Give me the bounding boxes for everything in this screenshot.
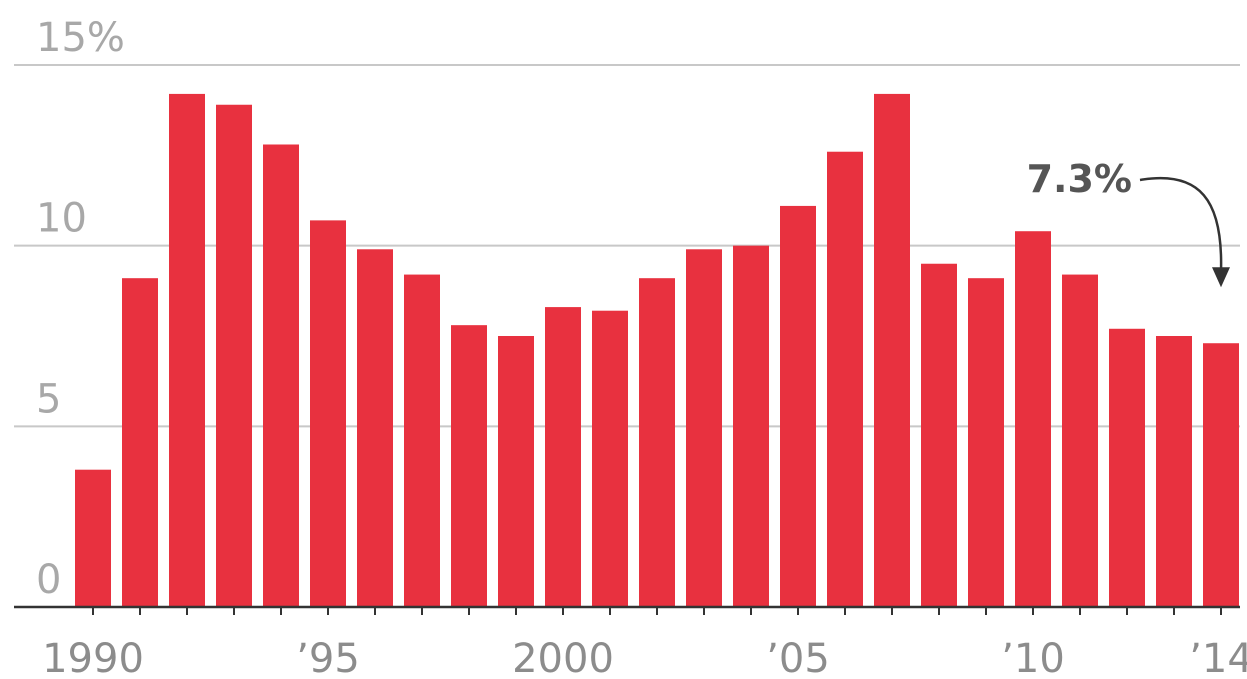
bar-1995 bbox=[310, 220, 346, 607]
bar-2012 bbox=[1109, 328, 1145, 607]
y-tick-label: 15% bbox=[36, 15, 125, 61]
bars bbox=[75, 93, 1239, 608]
bar-2014 bbox=[1203, 343, 1239, 607]
annotation-label: 7.3% bbox=[1027, 157, 1132, 201]
y-tick-label: 0 bbox=[36, 557, 61, 603]
bar-2005 bbox=[780, 205, 816, 608]
bar-1996 bbox=[357, 249, 393, 607]
x-tick-label: ’95 bbox=[296, 636, 360, 679]
bar-2013 bbox=[1156, 336, 1192, 607]
axis-labels: 0 5 10 15% 1990 ’95 2000 ’05 ’10 ’14 bbox=[36, 15, 1247, 679]
x-tick-label: 2000 bbox=[512, 636, 614, 679]
bar-2002 bbox=[639, 278, 675, 607]
bar-1990 bbox=[75, 469, 111, 607]
x-tick-label: ’14 bbox=[1189, 636, 1247, 679]
bar-2003 bbox=[686, 249, 722, 607]
bar-2000 bbox=[545, 307, 581, 607]
bar-1992 bbox=[169, 93, 205, 607]
bar-1994 bbox=[263, 144, 299, 607]
bar-2007 bbox=[874, 93, 910, 607]
bar-2004 bbox=[733, 245, 769, 607]
x-tick-label: ’10 bbox=[1001, 636, 1065, 679]
bar-2011 bbox=[1062, 274, 1098, 607]
bar-1998 bbox=[451, 325, 487, 607]
y-tick-label: 5 bbox=[36, 376, 61, 422]
bar-2009 bbox=[968, 278, 1004, 607]
bar-1991 bbox=[122, 278, 158, 607]
x-tick-label: ’05 bbox=[766, 636, 830, 679]
bar-1997 bbox=[404, 274, 440, 607]
x-axis bbox=[14, 605, 1240, 615]
bar-1993 bbox=[216, 104, 252, 607]
annotation-arrowhead-icon bbox=[1212, 267, 1230, 288]
x-tick-label: 1990 bbox=[42, 636, 144, 679]
bar-2001 bbox=[592, 310, 628, 607]
y-tick-label: 10 bbox=[36, 196, 87, 242]
annotation-arrow bbox=[1139, 176, 1223, 272]
bar-2006 bbox=[827, 151, 863, 607]
bar-2008 bbox=[921, 263, 957, 607]
annotation: 7.3% bbox=[1027, 157, 1230, 288]
bar-1999 bbox=[498, 336, 534, 607]
bar-2010 bbox=[1015, 231, 1051, 608]
